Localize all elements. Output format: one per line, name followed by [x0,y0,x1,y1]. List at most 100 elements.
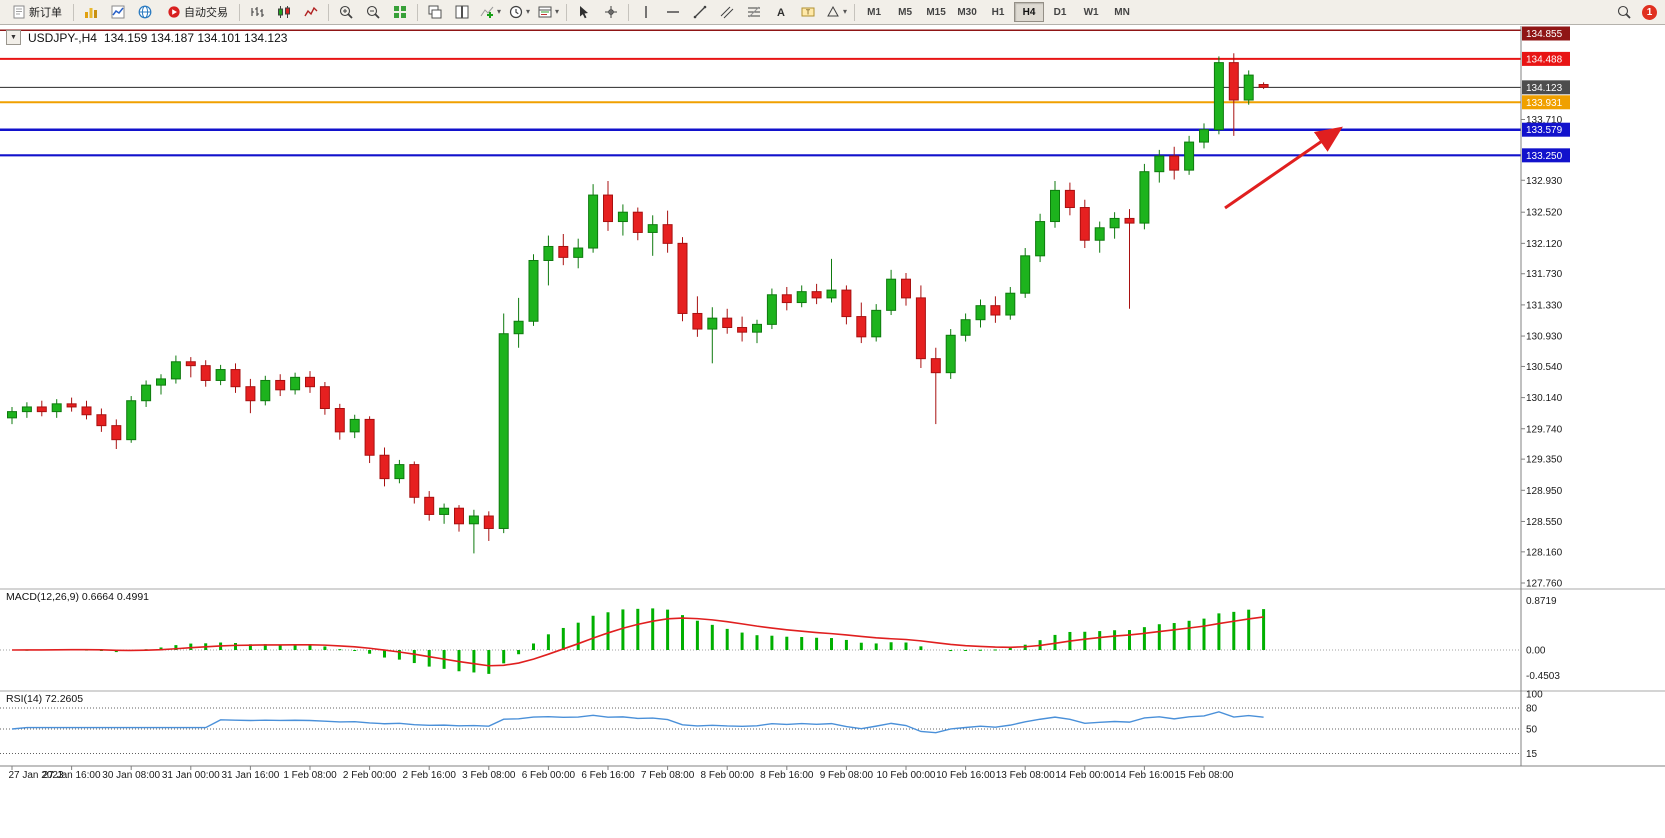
support-tag-133579: 133.579 [1522,122,1570,137]
toolbar-left-group: 新订单 自动交易 ▾ ▾ ▾ A T ▾ M1 M5 M15 M30 H1 H4 D1 W1 MN [4,1,1137,23]
horizontal-line-button[interactable] [660,1,686,23]
tile-windows-button[interactable] [387,1,413,23]
ohlc-label: 134.159 134.187 134.101 134.123 [103,30,288,45]
candle [677,237,688,322]
candle [1035,213,1046,263]
timeframe-button-h1[interactable]: H1 [991,6,1005,18]
community-button[interactable] [132,1,158,23]
time-label: 14 Feb 00:00 [1055,770,1114,781]
candle [245,378,256,414]
svg-text:130.140: 130.140 [1526,393,1563,404]
chart-area[interactable]: 133.710 132.930 132.520 132.120 131.730 131.3… [0,26,1665,838]
toolbar-separator [328,3,329,21]
search-button[interactable] [1611,1,1637,23]
candle [439,503,450,524]
candle [379,447,390,487]
svg-text:128.550: 128.550 [1526,517,1563,528]
symbol-dropdown-icon[interactable]: ▼ [6,30,21,45]
toolbar-right-group: 1 [1611,1,1661,23]
candle [573,238,584,269]
current-price-tag: 134.123 [1522,80,1570,95]
text-button[interactable]: A [768,1,794,23]
templates-button[interactable]: ▾ [534,1,562,23]
candle [841,285,852,325]
candle [230,363,241,393]
crosshair-icon [603,4,619,20]
macd-signal-line [11,616,1264,667]
candle [364,416,375,464]
candle [126,396,137,443]
time-label: 31 Jan 16:00 [221,770,279,781]
svg-text:131.330: 131.330 [1526,300,1563,311]
candle [1020,248,1031,298]
chart-gold-icon [83,4,99,20]
candle [737,316,748,342]
svg-text:132.120: 132.120 [1526,239,1563,250]
timeframe-button-m30[interactable]: M30 [957,6,977,18]
candle [424,491,435,521]
candle [156,374,166,395]
globe-icon [137,4,153,20]
cascade-windows-button[interactable] [422,1,448,23]
trend-arrow-annotation[interactable] [1224,126,1343,210]
timeframe-button-m15[interactable]: M15 [926,6,946,18]
zoom-out-button[interactable] [360,1,386,23]
new-order-button[interactable]: 新订单 [4,1,69,23]
candle [21,402,32,418]
zoom-in-button[interactable] [333,1,359,23]
candle [960,313,971,342]
linechart-icon [303,4,319,20]
macd-scale-label: -0.4503 [1526,671,1560,682]
notification-badge[interactable]: 1 [1642,4,1657,20]
label-button[interactable]: T [795,1,821,23]
rsi-label: RSI(14) 72.2605 [6,693,84,705]
autotrade-button[interactable]: 自动交易 [159,1,235,23]
candle [468,509,479,554]
zoom-in-icon [338,4,354,20]
trendline-button[interactable] [687,1,713,23]
grid-green-icon [392,4,408,20]
line-chart-button[interactable] [298,1,324,23]
chart-canvas[interactable]: 133.710 132.930 132.520 132.120 131.730 131.3… [0,26,1665,838]
shapes-button[interactable]: ▾ [822,1,850,23]
time-label: 27 Jan 16:00 [43,770,101,781]
indicators-button[interactable]: ▾ [476,1,504,23]
toolbar-separator [854,3,856,21]
zoom-out-icon [365,4,381,20]
price-scale: 133.710 132.930 132.520 132.120 131.730 131.3… [1521,115,1563,760]
orange-level-tag: 133.931 [1522,95,1570,110]
new-chart-button[interactable] [78,1,104,23]
hline-icon [665,4,681,20]
timeframe-button-mn[interactable]: MN [1114,6,1130,18]
svg-text:128.160: 128.160 [1526,547,1563,558]
timeframe-button-h4[interactable]: H4 [1014,2,1045,22]
svg-text:133.250: 133.250 [1526,151,1563,162]
fibonacci-button[interactable] [741,1,767,23]
svg-text:130.540: 130.540 [1526,362,1563,373]
vertical-line-button[interactable] [633,1,659,23]
candle-chart-button[interactable] [271,1,297,23]
channel-button[interactable] [714,1,740,23]
svg-text:127.760: 127.760 [1526,579,1563,590]
indicator-plus-icon [479,4,495,20]
arrange-windows-button[interactable] [449,1,475,23]
crosshair-button[interactable] [598,1,624,23]
bar-chart-button[interactable] [244,1,270,23]
candle [1050,181,1060,228]
profiles-button[interactable] [105,1,131,23]
candle [275,374,286,397]
bars-icon [249,4,265,20]
time-label: 31 Jan 00:00 [162,770,220,781]
cursor-button[interactable] [571,1,597,23]
time-label: 6 Feb 00:00 [522,770,576,781]
timeframe-button-m1[interactable]: M1 [867,6,882,18]
svg-text:A: A [777,7,785,19]
svg-text:129.350: 129.350 [1526,455,1563,466]
timeframe-button-w1[interactable]: W1 [1083,6,1099,18]
periods-button[interactable]: ▾ [505,1,533,23]
svg-text:129.740: 129.740 [1526,424,1563,435]
timeframe-button-m5[interactable]: M5 [898,6,913,18]
timeframe-button-d1[interactable]: D1 [1053,6,1067,18]
candle [886,269,897,316]
